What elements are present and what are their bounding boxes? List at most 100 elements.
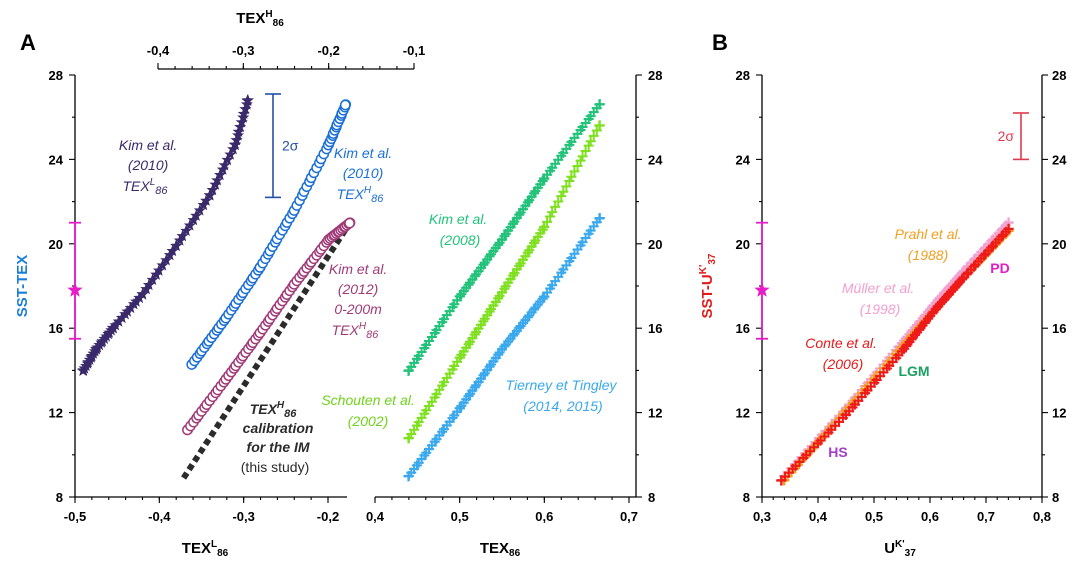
panel-a-right-y-tick-label: 16 xyxy=(648,321,662,336)
series-schouten-2002-point xyxy=(585,136,596,147)
series-kim-2008-point xyxy=(493,239,504,250)
panel-b-y-axis-title: SST-UK'37 xyxy=(698,253,718,318)
series-kim-2010-texl86-point xyxy=(183,219,196,231)
panel-a-star-marker xyxy=(67,221,83,340)
series-this-study-line xyxy=(181,221,353,480)
panel-a-star-icon xyxy=(67,282,83,297)
series-kim-2010-texl86-point xyxy=(170,239,183,252)
annotation-conte-2006: Conte et al. (2006) xyxy=(805,335,881,372)
panel-a-data xyxy=(76,93,605,482)
bottom-left-axis-tick-label: -0,4 xyxy=(148,509,171,524)
series-kim-2008-point xyxy=(484,251,495,262)
panel-b-right-y-tick-label: 16 xyxy=(1052,321,1066,336)
series-conte-2006-point xyxy=(968,261,979,272)
series-kim-2010-texl86-point xyxy=(180,224,193,237)
series-kim-2008-point xyxy=(454,291,465,302)
series-kim-2008-point xyxy=(508,218,519,229)
panel-a-left-y-tick-label: 12 xyxy=(49,406,63,421)
series-tierney-tingley-point xyxy=(493,349,504,360)
series-schouten-2002-point xyxy=(580,145,591,156)
bottom-left-axis-tick-label: -0,5 xyxy=(64,509,86,524)
panel-a-left-y-tick-label: 16 xyxy=(49,321,63,336)
series-conte-2006-point xyxy=(978,250,989,261)
series-schouten-2002-point xyxy=(561,181,572,192)
series-kim-2008-point xyxy=(463,279,474,290)
panel-a-annotations: Kim et al. (2010) TEXL86 Kim et al. (201… xyxy=(119,137,621,475)
panel-b-right-y-tick-label: 28 xyxy=(1052,68,1066,83)
series-schouten-2002-point xyxy=(588,130,599,141)
series-kim-2010-texl86-point xyxy=(156,259,169,271)
series-tierney-tingley-point xyxy=(454,403,465,414)
panel-b-x-tick-label: 0,4 xyxy=(809,509,828,524)
series-schouten-2002-point xyxy=(553,196,564,207)
panel-b-x-tick-label: 0,8 xyxy=(1033,509,1051,524)
annotation-schouten-2002: Schouten et al. (2002) xyxy=(321,392,418,429)
annotation-prahl-1988: Prahl et al. (1988) xyxy=(895,226,966,263)
panel-a-right-y-tick-label: 8 xyxy=(648,490,655,505)
series-schouten-2002-point xyxy=(569,166,580,177)
series-kim-2010-texl86-point xyxy=(203,189,216,201)
panel-b-star-marker xyxy=(754,221,770,340)
bottom-left-axis-tick-label: -0,2 xyxy=(317,509,339,524)
label-pd: PD xyxy=(990,260,1009,276)
panel-b-x-tick-label: 0,7 xyxy=(977,509,995,524)
series-kim-2010-texl86-point xyxy=(152,264,165,276)
panel-a-left-y-tick-label: 28 xyxy=(49,68,63,83)
annotation-tierney-tingley: Tierney et Tingley (2014, 2015) xyxy=(506,377,621,414)
panel-b-left-y-tick-label: 28 xyxy=(736,68,750,83)
annotation-kim-2010-texh86: Kim et al. (2010) TEXH86 xyxy=(334,145,396,205)
panel-b-x-axis-title: UK'37 xyxy=(884,539,916,559)
annotation-muller-1998: Müller et al. (1998) xyxy=(842,280,918,317)
series-kim-2008-point xyxy=(499,231,510,242)
panel-b-ticks: 8 8 12 12 16 16 20 20 24 24 28 28 0,3 0,4 0,5 0,6 0,7 0,8 xyxy=(736,68,1068,524)
top-axis-tick-label: -0,4 xyxy=(147,43,170,58)
panel-a-ticks: 8 8 12 12 16 16 20 20 24 24 28 28 -0,4 -0,3 -0,2 -0,1 -0… xyxy=(49,43,664,524)
top-axis-title: TEXH86 xyxy=(236,9,284,29)
annotation-kim-2012: Kim et al. (2012) 0-200m TEXH86 xyxy=(329,261,391,341)
panel-b-right-y-tick-label: 8 xyxy=(1052,490,1059,505)
panel-b-letter: B xyxy=(712,30,728,55)
panel-b-star-icon xyxy=(754,282,770,297)
series-conte-2006-point xyxy=(961,269,972,280)
series-schouten-2002-point xyxy=(572,161,583,172)
panel-b-sigma-bar: 2σ xyxy=(998,112,1029,161)
series-kim-2008-point xyxy=(537,175,548,186)
panel-b-x-tick-label: 0,5 xyxy=(865,509,883,524)
series-kim-2010-texl86-point xyxy=(237,111,250,123)
panel-b-data xyxy=(776,217,1014,486)
top-axis-tick-label: -0,3 xyxy=(232,43,254,58)
panel-b-x-tick-label: 0,6 xyxy=(921,509,939,524)
series-kim-2010-texl86-point xyxy=(200,194,213,206)
panel-b-right-y-tick-label: 24 xyxy=(1052,152,1067,167)
panel-a-sigma-bar: 2σ xyxy=(265,93,299,199)
panel-b-left-y-tick-label: 12 xyxy=(736,406,750,421)
panel-b-left-y-tick-label: 20 xyxy=(736,237,750,252)
panel-b-annotations: Prahl et al. (1988) Müller et al. (1998)… xyxy=(805,226,1009,460)
annotation-this-study: TEXH86 calibration for the IM (this stud… xyxy=(241,400,318,475)
series-kim-2010-texl86-point xyxy=(166,244,179,257)
annotation-kim-2008: Kim et al. (2008) xyxy=(429,211,491,248)
series-schouten-2002-point xyxy=(577,151,588,162)
series-kim-2010-texl86-point xyxy=(221,153,234,166)
series-kim-2010-texl86-point xyxy=(240,98,253,110)
label-hs: HS xyxy=(828,444,847,460)
series-kim-2010-texl86-point xyxy=(193,204,206,216)
panel-b-left-y-tick-label: 24 xyxy=(736,152,751,167)
series-tierney-tingley-point xyxy=(469,382,480,393)
series-kim-2010-texl86-point xyxy=(241,94,254,106)
bottom-right-axis-tick-label: 0,7 xyxy=(620,509,638,524)
panel-a-left-y-tick-label: 24 xyxy=(49,152,64,167)
series-schouten-2002-point xyxy=(558,186,569,197)
panel-a-right-y-tick-label: 12 xyxy=(648,406,662,421)
series-tierney-tingley-point xyxy=(484,361,495,372)
bottom-right-axis-tick-label: 0,4 xyxy=(366,509,385,524)
panel-a-right-y-tick-label: 24 xyxy=(648,152,663,167)
series-conte-2006-point xyxy=(986,242,997,253)
series-tierney-tingley-point xyxy=(594,213,605,224)
series-kim-2008-point xyxy=(522,197,533,208)
series-kim-2010-texl86-point xyxy=(232,129,245,141)
bottom-left-axis-tick-label: -0,3 xyxy=(232,509,254,524)
panel-a-right-y-tick-label: 20 xyxy=(648,237,662,252)
series-kim-2010-texl86-point xyxy=(206,183,219,196)
series-conte-2006-point xyxy=(1003,223,1014,234)
